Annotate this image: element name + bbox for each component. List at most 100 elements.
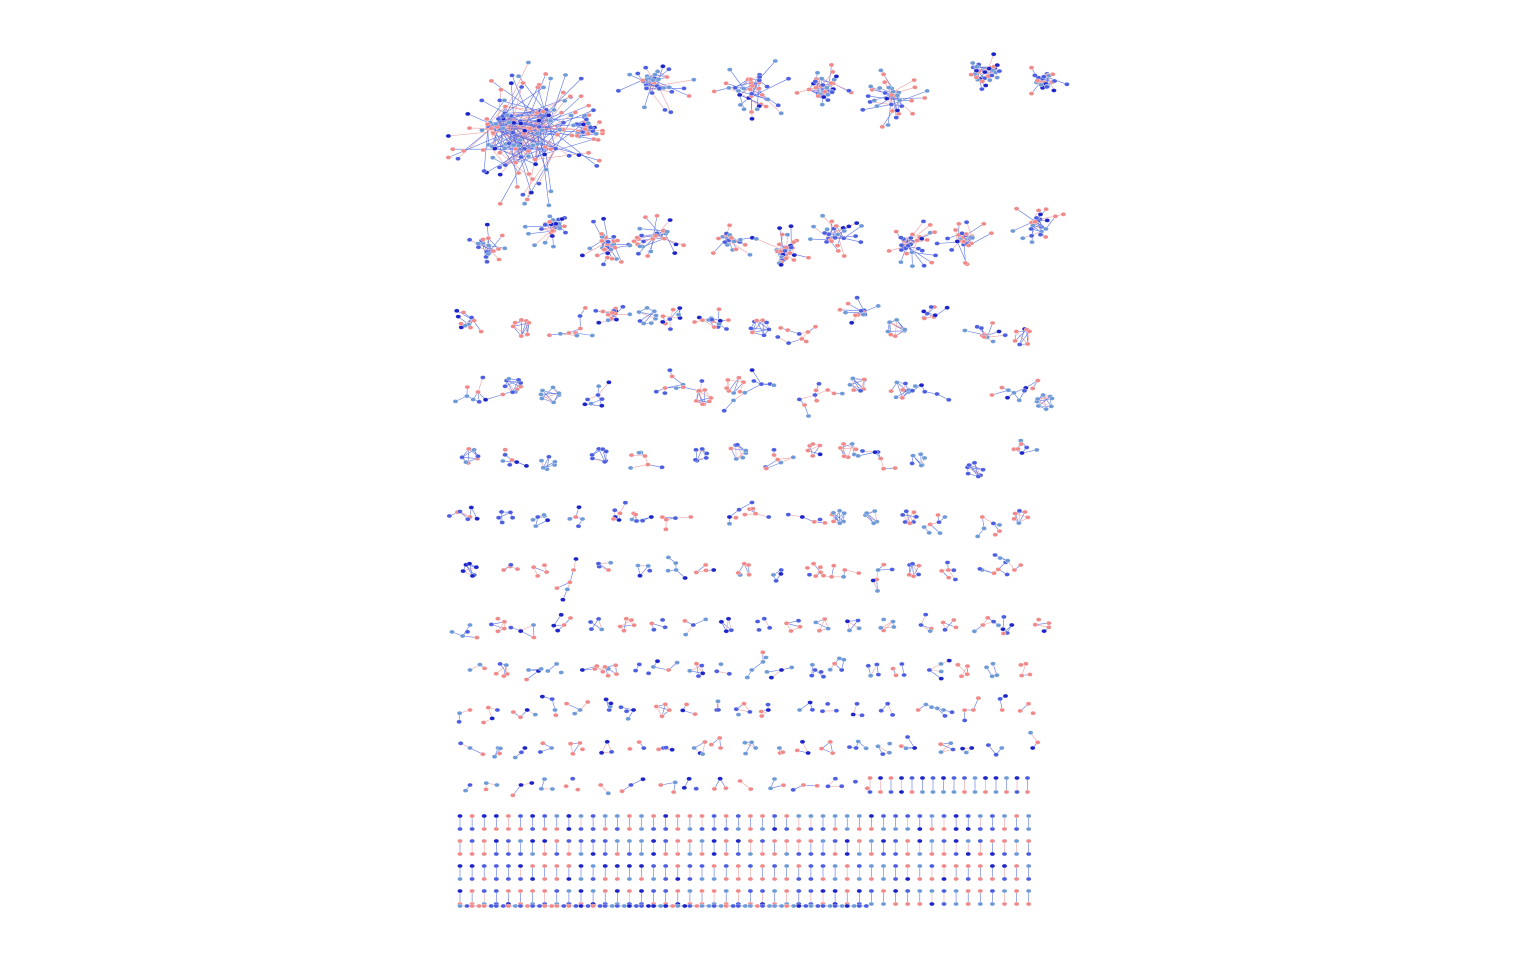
node	[595, 392, 601, 398]
node	[886, 319, 893, 325]
node	[827, 667, 833, 672]
node	[687, 813, 693, 819]
node	[768, 675, 775, 680]
node	[982, 789, 989, 795]
node	[946, 397, 952, 403]
node	[485, 705, 492, 710]
node	[816, 381, 822, 387]
node	[948, 740, 954, 746]
node	[944, 560, 951, 565]
node	[780, 749, 786, 755]
node	[880, 466, 887, 471]
node	[771, 826, 778, 832]
node	[554, 863, 560, 869]
node	[982, 775, 989, 781]
node	[953, 826, 959, 832]
node	[604, 255, 611, 260]
edge	[540, 392, 559, 395]
node	[642, 65, 649, 70]
node	[975, 474, 982, 479]
node	[501, 146, 508, 151]
node	[566, 838, 572, 844]
node	[980, 467, 986, 472]
node	[735, 813, 742, 819]
node	[585, 131, 591, 137]
node	[465, 516, 471, 522]
node	[841, 657, 847, 662]
node	[546, 332, 553, 338]
node	[536, 124, 543, 130]
node	[648, 320, 655, 326]
node	[1002, 693, 1009, 699]
node	[836, 508, 843, 514]
node	[812, 324, 819, 329]
node	[997, 696, 1003, 702]
node	[927, 522, 933, 527]
node	[501, 619, 508, 625]
node	[918, 463, 925, 468]
node	[648, 514, 655, 520]
node	[725, 616, 732, 622]
node	[820, 838, 826, 844]
node	[926, 530, 932, 536]
node	[1016, 398, 1022, 403]
node	[953, 876, 959, 882]
node	[645, 903, 652, 909]
node	[553, 661, 560, 667]
node	[986, 66, 992, 71]
node	[486, 243, 492, 248]
node	[603, 697, 609, 702]
node	[576, 152, 582, 158]
node	[817, 570, 824, 575]
edge	[467, 448, 470, 464]
node	[717, 745, 724, 751]
node	[505, 863, 512, 869]
node	[1035, 403, 1042, 409]
edge	[489, 235, 503, 252]
node	[821, 230, 828, 236]
node	[1014, 775, 1020, 781]
node	[502, 246, 508, 251]
node	[680, 242, 687, 248]
edge	[541, 100, 565, 131]
node	[856, 851, 863, 857]
node	[605, 239, 611, 245]
node	[820, 888, 826, 894]
node	[673, 567, 679, 573]
node	[662, 107, 668, 113]
node	[510, 709, 517, 715]
node	[764, 84, 770, 89]
node	[649, 90, 655, 96]
node	[917, 826, 923, 832]
node	[856, 570, 862, 576]
node	[691, 745, 697, 751]
node	[856, 838, 863, 844]
node	[628, 782, 634, 788]
node	[552, 146, 559, 151]
node	[749, 667, 755, 673]
node	[856, 863, 863, 869]
node	[687, 851, 693, 857]
node	[894, 93, 901, 98]
node	[973, 75, 980, 80]
node	[767, 786, 774, 791]
edge	[541, 392, 559, 399]
node	[576, 504, 582, 510]
node	[518, 84, 525, 90]
node	[783, 851, 790, 857]
node	[596, 158, 603, 163]
node	[505, 903, 512, 909]
node	[854, 701, 860, 707]
node	[726, 223, 733, 228]
node	[953, 838, 959, 844]
node	[740, 455, 746, 460]
node	[711, 838, 717, 844]
node	[839, 391, 846, 396]
node	[974, 64, 980, 70]
node	[464, 903, 470, 909]
node	[578, 826, 584, 832]
node	[723, 888, 729, 894]
node	[673, 385, 680, 391]
node	[990, 521, 997, 526]
